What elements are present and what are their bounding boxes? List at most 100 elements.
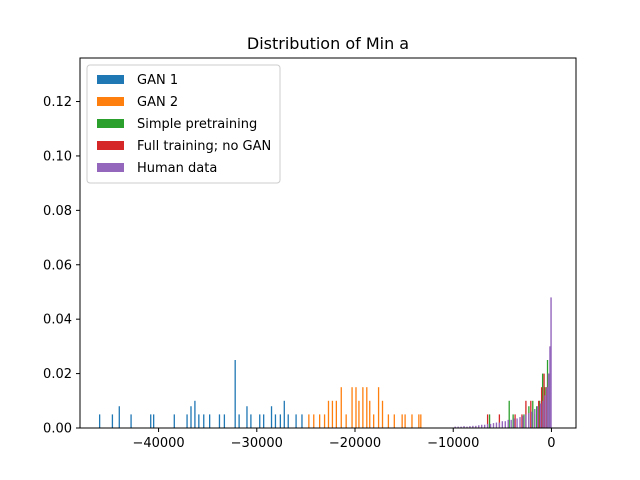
histogram-bar — [498, 422, 501, 428]
histogram-bar — [111, 414, 114, 428]
histogram-bar — [274, 414, 277, 428]
histogram-bar — [481, 424, 483, 428]
x-axis: −40000 −30000 −20000 −10000 0 — [132, 428, 556, 451]
histogram-bar — [540, 387, 543, 428]
histogram-bar — [539, 400, 541, 428]
histogram-bar — [522, 415, 524, 428]
y-tick-label: 0.04 — [43, 313, 72, 328]
legend-box — [86, 64, 281, 184]
histogram-bar — [323, 414, 326, 428]
histogram-bar — [507, 419, 509, 428]
histogram-bar — [549, 346, 551, 428]
histogram-bar — [373, 414, 375, 428]
legend-swatch — [97, 119, 124, 128]
histogram-bar — [495, 422, 498, 428]
plot-frame — [79, 57, 577, 429]
histogram-bar — [544, 395, 546, 428]
histogram-bar — [287, 414, 289, 428]
histogram-bar — [173, 414, 175, 428]
y-tick-label: 0.10 — [43, 149, 72, 164]
histogram-bar — [463, 426, 465, 428]
histogram-bar — [190, 406, 192, 428]
histogram-bar — [508, 400, 510, 428]
y-tick-label: 0.08 — [43, 204, 72, 219]
histogram-bar — [486, 414, 489, 428]
histogram-bar — [498, 414, 501, 428]
histogram-bar — [534, 408, 536, 428]
series-4 — [454, 297, 552, 428]
histogram-bar — [218, 414, 221, 428]
histogram-bar — [393, 414, 395, 428]
histogram-bar — [203, 414, 205, 428]
histogram-bar — [209, 414, 211, 428]
histogram-bar — [483, 424, 486, 428]
histogram-bar — [547, 373, 550, 428]
histogram-bar — [472, 425, 474, 428]
histogram-bar — [270, 406, 273, 428]
histogram-bar — [301, 414, 303, 428]
histogram-bar — [283, 400, 285, 428]
histogram-bar — [377, 387, 380, 428]
histogram-bar — [513, 418, 515, 428]
histogram-bar — [486, 423, 489, 428]
histogram-bar — [250, 414, 252, 428]
y-axis: 0.00 0.02 0.04 0.06 0.08 0.10 0.12 — [43, 95, 80, 437]
histogram-bar — [295, 414, 297, 428]
chart-title: Distribution of Min a — [247, 34, 409, 53]
histogram-bar — [531, 411, 533, 428]
histogram-bar — [454, 426, 456, 428]
histogram-bar — [512, 414, 514, 428]
histogram-bar — [401, 414, 403, 428]
histogram-bar — [98, 414, 101, 428]
histogram-bar — [340, 387, 342, 428]
histogram-bar — [538, 400, 540, 428]
histogram-bar — [514, 414, 516, 428]
histogram-bar — [466, 426, 468, 428]
histogram-bar — [313, 414, 315, 428]
histogram-bar — [536, 406, 538, 428]
x-tick-label: 0 — [547, 436, 555, 451]
histogram-bar — [519, 417, 521, 428]
histogram-bar — [351, 387, 353, 428]
histogram-bar — [489, 423, 492, 428]
histogram-bar — [198, 414, 200, 428]
histogram-bar — [186, 414, 188, 428]
histogram-bar — [537, 406, 539, 428]
histogram-bar — [510, 419, 512, 428]
histogram-bar — [150, 414, 152, 428]
legend-swatch — [97, 163, 124, 172]
legend-label: GAN 2 — [137, 95, 178, 110]
histogram-bar — [355, 387, 357, 428]
histogram-bar — [234, 359, 236, 428]
histogram-bar — [369, 400, 371, 428]
histogram-bar — [543, 373, 545, 428]
histogram-bar — [331, 400, 334, 428]
histogram-bar — [501, 421, 504, 428]
histogram-bar — [492, 423, 495, 428]
legend-label: Full training; no GAN — [137, 139, 271, 154]
x-tick-label: −30000 — [231, 436, 283, 451]
histogram-bar — [457, 426, 459, 428]
x-tick-label: −10000 — [427, 436, 479, 451]
histogram-bar — [420, 414, 422, 428]
histogram-bar — [118, 406, 120, 428]
histogram-bar — [404, 414, 406, 428]
bars-layer — [98, 297, 552, 428]
histogram-bar — [516, 418, 518, 428]
histogram-bar — [153, 414, 155, 428]
histogram-bar — [542, 400, 544, 428]
histogram-bar — [194, 400, 196, 428]
legend-swatch — [97, 141, 124, 150]
histogram-bar — [366, 387, 368, 428]
legend-label: Human data — [137, 161, 217, 176]
legend-swatch — [97, 97, 124, 106]
histogram-bar — [418, 414, 420, 428]
y-tick-label: 0.06 — [43, 258, 72, 273]
histogram-bar — [381, 400, 384, 428]
histogram-bar — [130, 414, 132, 428]
histogram-bar — [521, 414, 523, 428]
x-tick-label: −20000 — [329, 436, 381, 451]
histogram-bar — [411, 414, 413, 428]
series-0 — [98, 359, 303, 428]
